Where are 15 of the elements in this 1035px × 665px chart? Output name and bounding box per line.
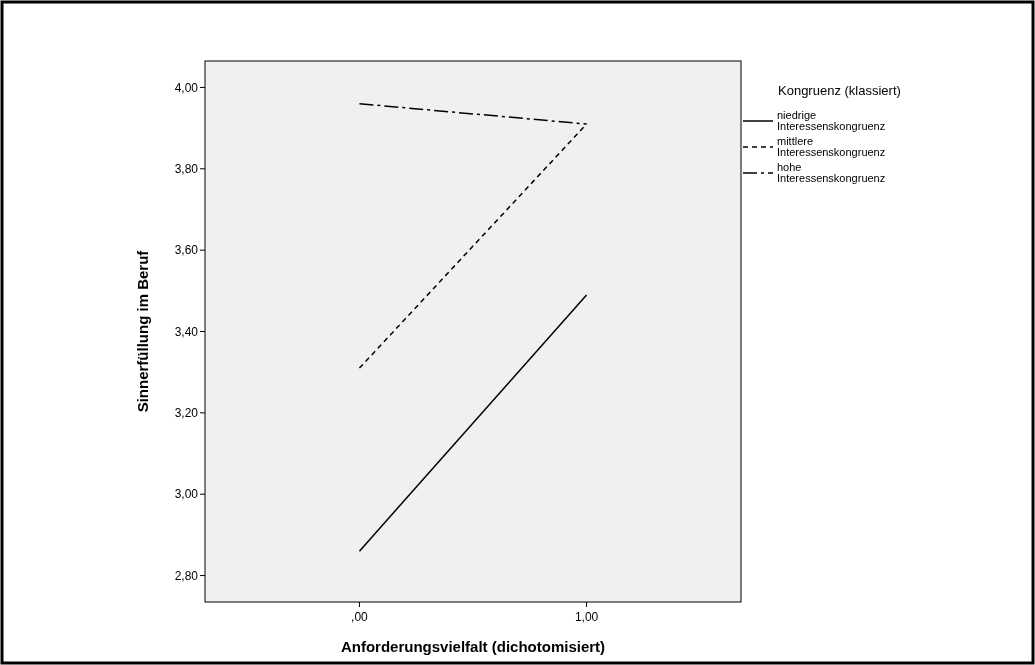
legend-label: mittlere Interessenskongruenz <box>777 135 886 158</box>
legend-title: Kongruenz (klassiert) <box>778 83 901 98</box>
legend-label: niedrige Interessenskongruenz <box>777 109 886 132</box>
x-tick-label: 1,00 <box>574 610 599 624</box>
y-tick-label: 4,00 <box>174 80 199 95</box>
y-tick-label: 2,80 <box>174 568 199 583</box>
y-tick-label: 3,20 <box>174 406 199 421</box>
y-tick-label: 3,00 <box>174 487 199 502</box>
y-tick-label: 3,80 <box>174 161 199 176</box>
x-tick-label: ,00 <box>351 610 369 624</box>
y-tick-label: 3,60 <box>174 243 199 258</box>
legend-label: hohe Interessenskongruenz <box>777 161 886 184</box>
y-tick-label: 3,40 <box>174 324 199 339</box>
y-axis-title: Sinnerfüllung im Beruf <box>134 249 151 413</box>
x-axis-title: Anforderungsvielfalt (dichotomisiert) <box>340 638 606 655</box>
